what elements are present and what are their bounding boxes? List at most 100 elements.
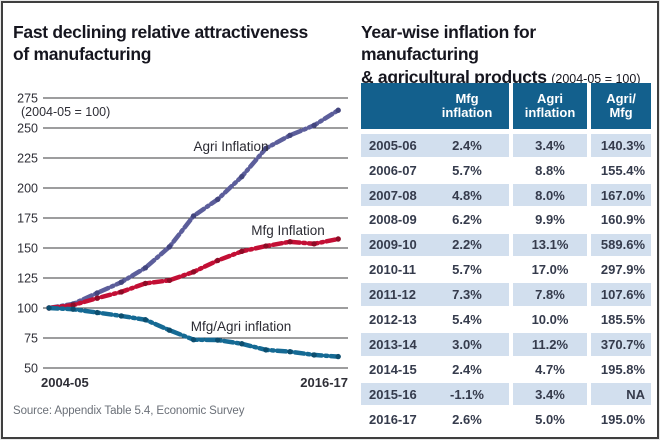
table-row: 2006-07 5.7% 8.8% 155.4% (361, 159, 651, 182)
y-tick-label: 100 (17, 302, 38, 316)
year-mfg-cell: 2012-13 5.4% (361, 308, 509, 331)
mfg-inflation-cell: 4.8% (452, 187, 482, 203)
year-mfg-cell: 2006-07 5.7% (361, 159, 509, 182)
y-tick-label: 175 (17, 212, 38, 226)
data-point (215, 257, 221, 264)
data-point (311, 241, 317, 247)
agri-inflation-cell: 13.1% (513, 233, 587, 257)
data-point (311, 352, 317, 358)
y-tick-label: 225 (17, 152, 38, 166)
agri-inflation-cell: 17.0% (531, 262, 569, 278)
mfg-inflation-cell: 2.4% (452, 361, 482, 377)
data-point (166, 327, 173, 333)
mfg-inflation-cell: 3.0% (452, 336, 482, 352)
table-row: 2005-06 2.4% 3.4% 140.3% (361, 134, 651, 157)
y-tick-label: 50 (24, 362, 38, 376)
data-point (94, 295, 100, 301)
table-row: 2015-16 -1.1% 3.4% NA (361, 382, 651, 406)
mfg-inflation-cell: -1.1% (450, 386, 484, 402)
y-tick-label: 250 (17, 122, 38, 136)
y-tick-label: 275 (17, 92, 38, 106)
year-cell: 2007-08 (369, 187, 417, 203)
table-row: 2011-12 7.3% 7.8% 107.6% (361, 283, 651, 306)
year-cell: 2008-09 (369, 212, 417, 228)
agri-inflation-cell: 4.7% (535, 361, 565, 377)
header-agri-mfg-ratio: Agri/Mfg (591, 83, 651, 129)
inflation-index-line-chart: 275 250 225 200 175 150 125 100 75 50 (2004-05 = 1… (17, 92, 348, 390)
year-cell: 2010-11 (369, 262, 416, 278)
mfg-inflation-cell: 2.6% (452, 411, 482, 427)
mfg-inflation-cell: 7.3% (452, 287, 482, 303)
year-cell: 2015-16 (369, 386, 417, 402)
year-mfg-cell: 2015-16 -1.1% (361, 382, 509, 406)
y-tick-label: 150 (17, 242, 38, 256)
header-agri-inflation: Agri inflation (513, 83, 587, 129)
table-header-row: Mfg inflation Agri inflation Agri/Mfg (361, 83, 651, 129)
mfg-inflation-cell: 2.4% (452, 137, 482, 153)
agri-mfg-ratio-cell: 195.8% (600, 361, 645, 377)
agri-mfg-ratio-cell: 185.5% (600, 311, 645, 327)
data-point (239, 173, 245, 180)
data-point (239, 248, 245, 255)
data-point (166, 244, 173, 250)
data-point (239, 341, 245, 347)
data-point (311, 122, 317, 129)
year-mfg-cell: 2014-15 2.4% (361, 358, 509, 381)
year-mfg-cell: 2007-08 4.8% (361, 183, 509, 207)
agri-inflation-cell: 3.4% (513, 134, 587, 157)
data-point (118, 313, 125, 319)
mfg-inflation-cell: 5.7% (452, 262, 482, 278)
table-title-note: (2004-05 = 100) (551, 71, 641, 86)
y-tick-label: 125 (17, 272, 38, 286)
data-point (118, 289, 125, 295)
series-label: Mfg/Agri inflation (191, 319, 292, 334)
data-point (287, 132, 293, 139)
year-mfg-cell: 2008-09 6.2% (361, 209, 509, 232)
series-label: Agri Inflation (193, 139, 268, 154)
agri-mfg-ratio-cell: 107.6% (591, 283, 651, 306)
year-cell: 2013-14 (369, 336, 417, 352)
agri-inflation-cell: 9.9% (535, 212, 565, 228)
agri-mfg-ratio-cell: 167.0% (591, 183, 651, 207)
agri-inflation-cell: 11.2% (513, 333, 587, 356)
year-mfg-cell: 2011-12 7.3% (361, 283, 509, 306)
y-tick-label: 75 (24, 332, 38, 346)
chart-note: (2004-05 = 100) (21, 105, 110, 119)
data-point (215, 337, 221, 343)
inflation-table-panel: Year-wise inflation for manufacturing & … (359, 3, 651, 437)
agri-inflation-cell: 5.0% (535, 411, 565, 427)
agri-mfg-ratio-cell: 195.0% (600, 411, 645, 427)
data-point (94, 309, 100, 316)
table-row: 2014-15 2.4% 4.7% 195.8% (361, 358, 651, 381)
year-mfg-cell: 2013-14 3.0% (361, 333, 509, 356)
agri-mfg-ratio-cell: 140.3% (591, 134, 651, 157)
mfg-inflation-cell: 5.7% (452, 162, 482, 178)
data-point (142, 280, 149, 287)
data-point (335, 236, 341, 242)
table-row: 2007-08 4.8% 8.0% 167.0% (361, 183, 651, 207)
data-point (190, 269, 197, 275)
agri-inflation-cell: 7.8% (513, 283, 587, 306)
table-row: 2009-10 2.2% 13.1% 589.6% (361, 233, 651, 257)
data-point (215, 196, 221, 203)
data-point (263, 145, 269, 152)
table-row: 2012-13 5.4% 10.0% 185.5% (361, 308, 651, 331)
data-point (263, 347, 269, 353)
data-point (118, 279, 125, 285)
mfg-inflation-cell: 2.2% (452, 237, 482, 253)
data-point (335, 107, 341, 113)
agri-inflation-cell: 3.4% (513, 382, 587, 406)
table-title: Year-wise inflation for manufacturing & … (361, 21, 651, 88)
agri-inflation-cell: 8.0% (513, 183, 587, 207)
agri-mfg-ratio-cell: NA (591, 382, 651, 406)
agri-mfg-ratio-cell: 155.4% (600, 162, 645, 178)
agri-mfg-ratio-cell: 370.7% (591, 333, 651, 356)
table-row: 2008-09 6.2% 9.9% 160.9% (361, 209, 651, 232)
data-point (335, 353, 341, 360)
year-cell: 2012-13 (369, 311, 417, 327)
agri-mfg-ratio-cell: 297.9% (600, 262, 645, 278)
data-point (190, 213, 197, 219)
chart-title-line1: Fast declining relative attractiveness (13, 22, 308, 42)
agri-inflation-cell: 10.0% (531, 311, 569, 327)
data-point (46, 305, 52, 311)
